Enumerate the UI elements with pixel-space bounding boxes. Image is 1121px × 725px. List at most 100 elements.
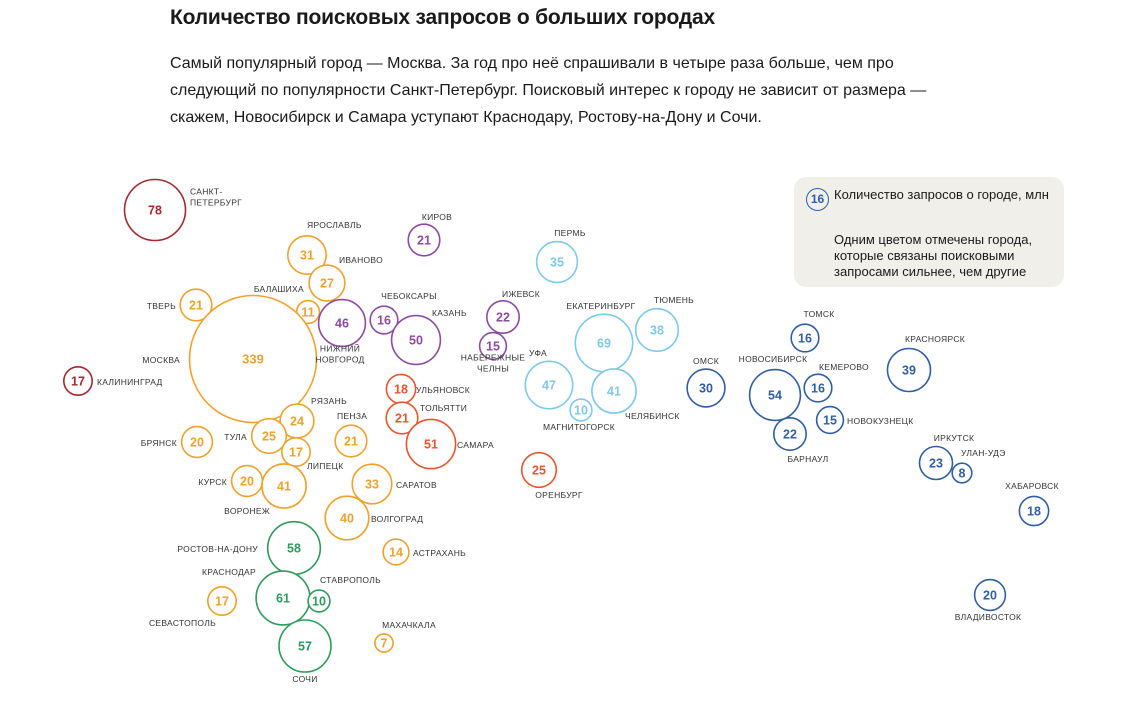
bubble-value: 23 — [929, 457, 943, 471]
bubble-label: ТОЛЬЯТТИ — [420, 403, 467, 413]
bubble-label: АСТРАХАНЬ — [413, 548, 466, 558]
bubble-label: ТОМСК — [803, 309, 834, 319]
bubble-label: УФА — [529, 348, 547, 358]
bubble-label: ХАБАРОВСК — [1005, 481, 1059, 491]
bubble-брянск: 20БРЯНСК — [141, 427, 213, 458]
bubble-label: САМАРА — [457, 440, 494, 450]
bubble-label: СЕВАСТОПОЛЬ — [149, 618, 216, 628]
bubble-value: 17 — [71, 375, 85, 389]
bubble-label: БРЯНСК — [141, 438, 177, 448]
bubble-label: МАХАЧКАЛА — [382, 620, 436, 630]
bubble-value: 57 — [298, 640, 312, 654]
bubble-value: 21 — [417, 234, 431, 248]
bubble-value: 58 — [287, 542, 301, 556]
bubble-курск: 20 КУРСК — [198, 466, 262, 497]
bubble-тверь: 21ТВЕРЬ — [147, 289, 212, 321]
legend-size-text: Количество запросов о городе, млн — [834, 187, 1054, 203]
bubble-value: 15 — [823, 414, 837, 428]
bubble-value: 46 — [335, 317, 349, 331]
bubble-value: 7 — [381, 637, 388, 651]
bubble-label: ПЕНЗА — [337, 411, 367, 421]
bubble-санкт--петербург: 78САНКТ-ПЕТЕРБУРГ — [125, 180, 243, 241]
bubble-label: КЕМЕРОВО — [819, 362, 869, 372]
bubble-value: 54 — [768, 389, 782, 403]
bubble-label: ПЕРМЬ — [554, 228, 586, 238]
bubble-label: ВОРОНЕЖ — [224, 506, 270, 516]
bubble-label: ИЖЕВСК — [502, 289, 540, 299]
bubble-value: 16 — [811, 382, 825, 396]
legend-color-text: Одним цветом отмечены города, которые св… — [834, 232, 1056, 280]
bubble-label: ТУЛА — [224, 432, 247, 442]
bubble-уфа: 47 УФА — [525, 348, 572, 409]
bubble-value: 339 — [242, 352, 264, 367]
bubble-label: ОМСК — [693, 356, 719, 366]
bubble-астрахань: 14 АСТРАХАНЬ — [383, 539, 466, 565]
bubble-омск: 30 ОМСК — [687, 356, 725, 407]
bubble-label: КАЗАНЬ — [432, 308, 467, 318]
bubble-казань: 50 КАЗАНЬ — [392, 308, 467, 364]
bubble-value: 8 — [959, 467, 966, 481]
bubble-новокузнецк: 15 НОВОКУЗНЕЦК — [817, 407, 914, 434]
bubble-оренбург: 25 ОРЕНБУРГ — [522, 453, 583, 500]
bubble-label: РОСТОВ-НА-ДОНУ — [177, 544, 258, 554]
bubble-пермь: 35 ПЕРМЬ — [537, 228, 586, 282]
bubble-label: РЯЗАНЬ — [311, 396, 347, 406]
bubble-челябинск: 41ЧЕЛЯБИНСК — [592, 369, 680, 421]
bubble-value: 38 — [650, 324, 664, 338]
bubble-value: 25 — [532, 464, 546, 478]
bubble-label: КРАСНОДАР — [202, 567, 256, 577]
bubble-label: НАБЕРЕЖНЫЕ ЧЕЛНЫ — [461, 353, 526, 374]
bubble-label: СОЧИ — [292, 674, 317, 684]
bubble-value: 27 — [320, 277, 334, 291]
bubble-нижний-новгород: 46 НИЖНИЙ НОВГОРОД — [315, 300, 365, 365]
bubble-value: 18 — [394, 383, 408, 397]
bubble-label: БАРНАУЛ — [788, 454, 829, 464]
bubble-ижевск: 22 ИЖЕВСК — [487, 289, 540, 333]
bubble-владивосток: 20 ВЛАДИВОСТОК — [955, 580, 1022, 622]
bubble-label: ИРКУТСК — [934, 433, 975, 443]
bubble-value: 11 — [301, 306, 314, 320]
bubble-label: ЛИПЕЦК — [307, 461, 344, 471]
bubble-label: КУРСК — [198, 477, 227, 487]
bubble-киров: 21 КИРОВ — [408, 212, 452, 256]
bubble-value: 22 — [496, 311, 510, 325]
bubble-value: 16 — [377, 314, 391, 328]
bubble-value: 10 — [312, 595, 326, 609]
bubble-value: 41 — [277, 480, 291, 494]
bubble-value: 30 — [699, 382, 713, 396]
bubble-махачкала: 7 МАХАЧКАЛА — [375, 620, 436, 652]
bubble-новосибирск: 54НОВОСИБИРСК — [739, 354, 808, 420]
bubble-набережные-челны: 15НАБЕРЕЖНЫЕ ЧЕЛНЫ — [461, 333, 526, 374]
bubble-москва: 339МОСКВА — [142, 296, 316, 423]
bubble-value: 20 — [240, 475, 254, 489]
bubble-label: НОВОКУЗНЕЦК — [847, 416, 914, 426]
bubble-label: ТЮМЕНЬ — [654, 295, 694, 305]
bubble-екатеринбург: 69ЕКАТЕРИНБУРГ — [566, 301, 635, 372]
bubble-value: 21 — [189, 299, 203, 313]
bubble-value: 21 — [395, 412, 409, 426]
bubble-label: КАЛИНИНГРАД — [97, 377, 163, 387]
bubble-value: 14 — [389, 546, 403, 560]
bubble-label: ВОЛГОГРАД — [371, 514, 423, 524]
bubble-сочи: 57 СОЧИ — [279, 620, 331, 684]
bubble-label: КИРОВ — [422, 212, 452, 222]
bubble-label: САНКТ-ПЕТЕРБУРГ — [190, 187, 242, 208]
bubble-label: КРАСНОЯРСК — [905, 334, 965, 344]
bubble-улан-удэ: 8 УЛАН-УДЭ — [952, 448, 1005, 483]
legend-sample-bubble: 16 — [806, 188, 829, 211]
bubble-label: УЛЬЯНОВСК — [416, 385, 470, 395]
bubble-label: НИЖНИЙ НОВГОРОД — [315, 343, 364, 365]
bubble-хабаровск: 18ХАБАРОВСК — [1005, 481, 1059, 526]
bubble-label: ВЛАДИВОСТОК — [955, 612, 1022, 622]
bubble-тюмень: 38 ТЮМЕНЬ — [636, 295, 694, 351]
bubble-кемерово: 16 КЕМЕРОВО — [804, 362, 869, 402]
bubble-value: 35 — [550, 256, 564, 270]
bubble-label: СТАВРОПОЛЬ — [320, 575, 381, 585]
bubble-value: 17 — [289, 446, 303, 460]
bubble-саратов: 33 САРАТОВ — [352, 464, 437, 504]
bubble-value: 17 — [215, 595, 229, 609]
bubble-value: 47 — [542, 379, 556, 393]
bubble-ставрополь: 10 СТАВРОПОЛЬ — [308, 575, 381, 612]
bubble-label: БАЛАШИХА — [254, 284, 304, 294]
